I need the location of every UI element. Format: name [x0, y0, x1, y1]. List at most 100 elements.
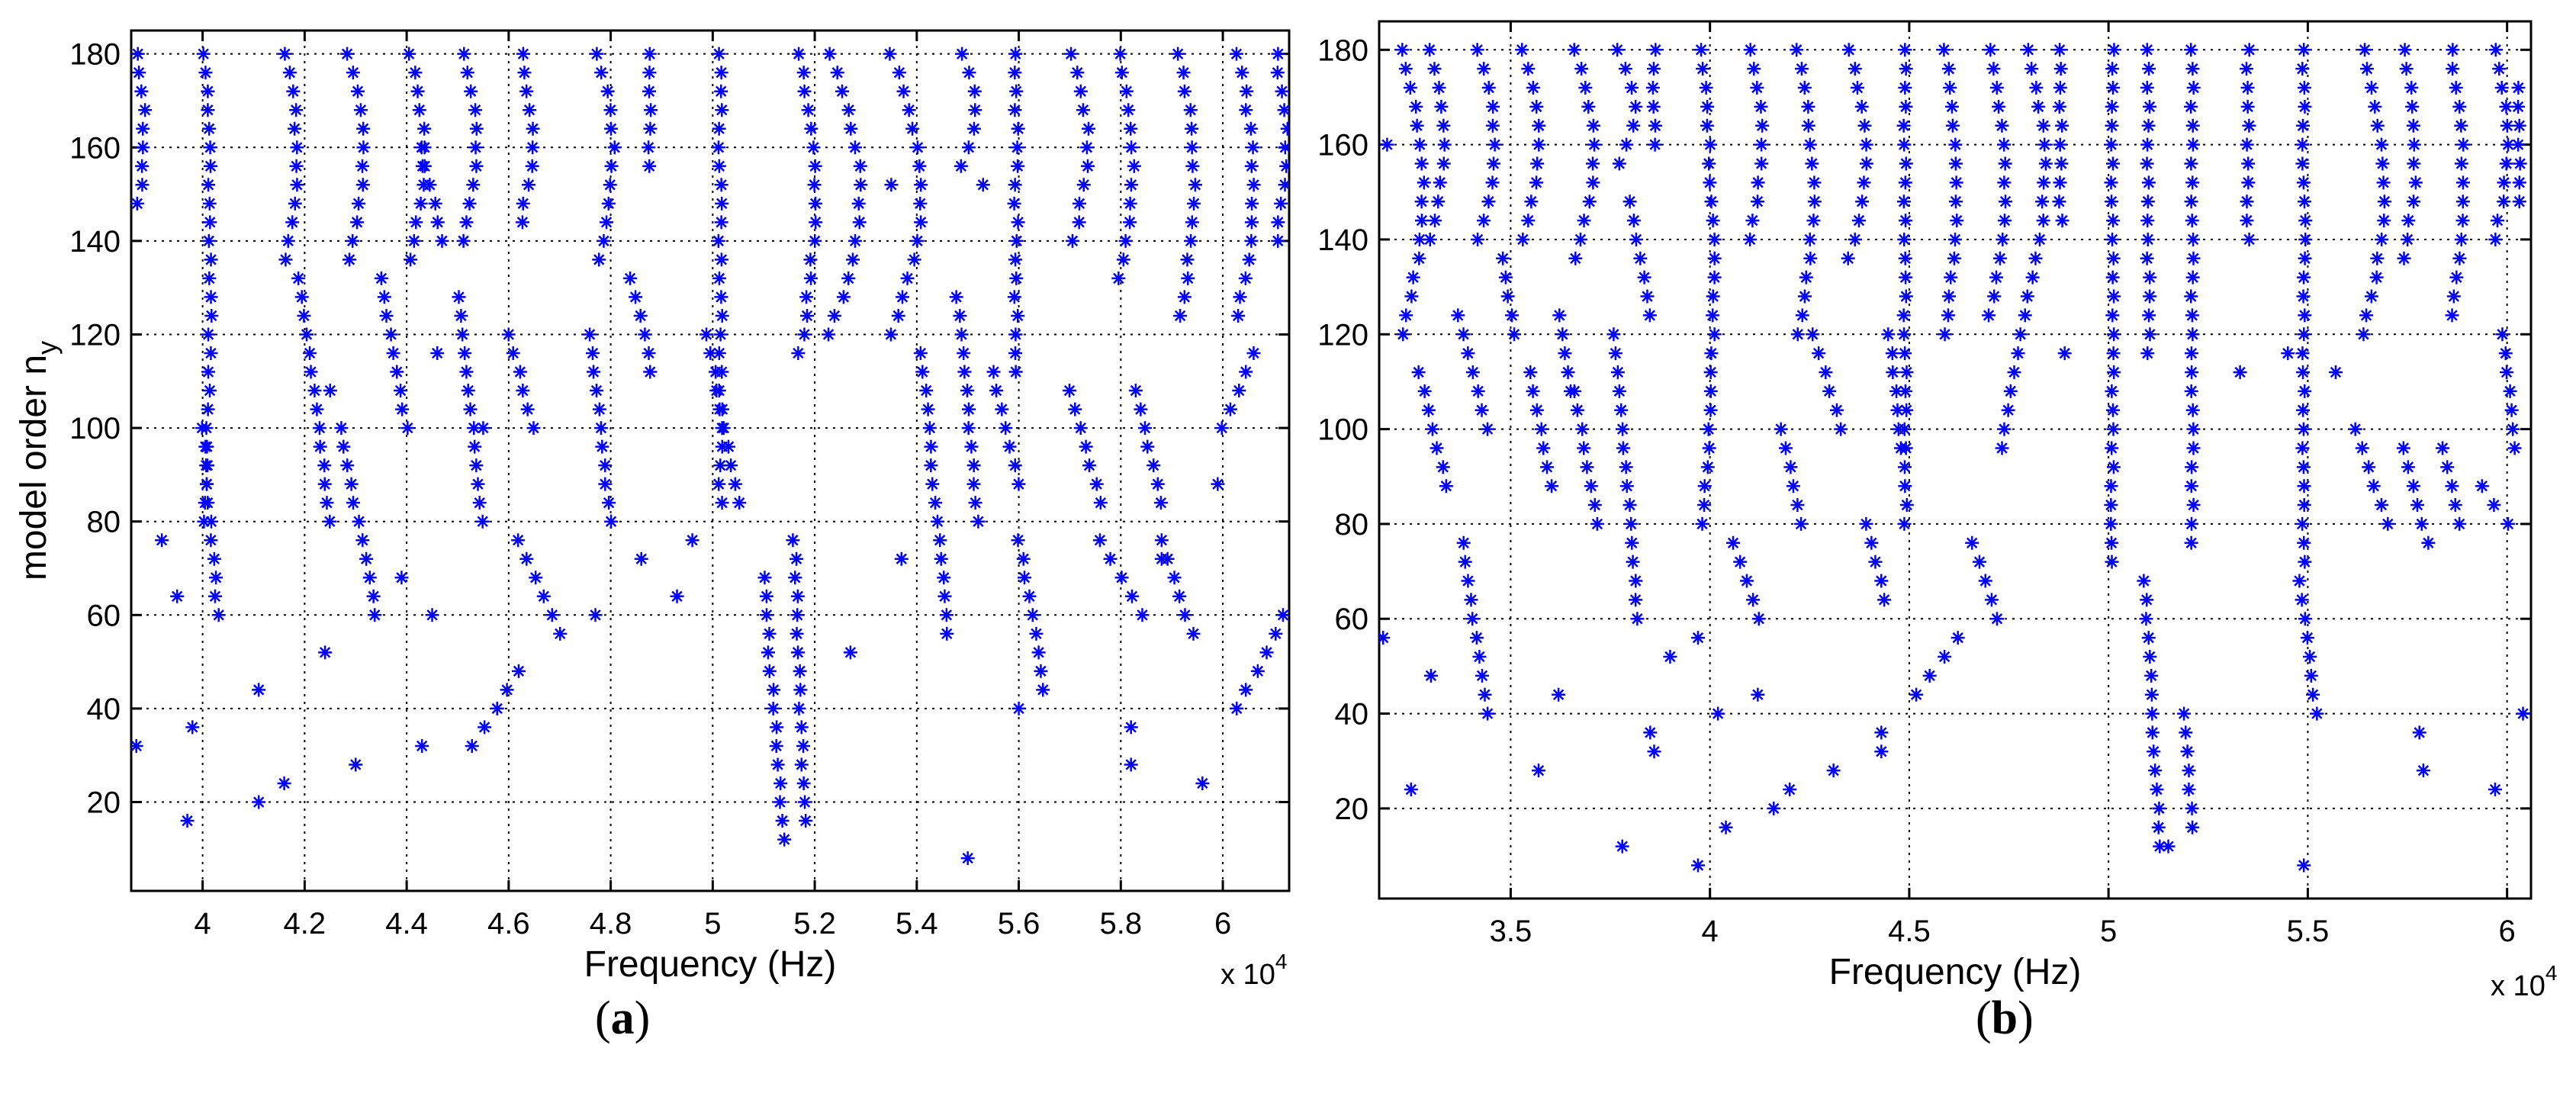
data-point	[847, 140, 862, 155]
data-point	[770, 757, 785, 772]
data-point	[390, 365, 404, 379]
data-point	[1897, 516, 1912, 531]
data-point	[1706, 289, 1720, 304]
data-point	[1573, 232, 1587, 246]
x-tick-label: 5	[2100, 915, 2117, 948]
data-point	[940, 626, 954, 641]
data-point	[2105, 535, 2119, 550]
data-point	[131, 196, 144, 211]
data-point	[2377, 195, 2391, 209]
data-point	[2298, 232, 2313, 246]
data-point	[1948, 137, 1963, 152]
data-point	[1950, 214, 1964, 228]
data-point	[1229, 47, 1243, 61]
data-point	[1648, 118, 1662, 133]
data-point	[953, 308, 967, 323]
data-point	[2454, 156, 2468, 171]
data-point	[1521, 214, 1536, 228]
data-point	[1529, 99, 1544, 114]
data-point	[506, 346, 520, 360]
data-point	[349, 757, 363, 772]
data-point	[356, 121, 371, 136]
data-point	[1008, 47, 1023, 61]
data-point	[394, 571, 409, 585]
data-point	[792, 701, 806, 715]
data-point	[2179, 725, 2193, 740]
data-point	[529, 571, 543, 585]
data-point	[456, 233, 471, 248]
data-point	[374, 271, 388, 285]
data-point	[2421, 535, 2436, 550]
data-point	[185, 720, 200, 735]
data-point	[1899, 498, 1914, 513]
data-point	[2404, 81, 2419, 95]
data-point	[1072, 215, 1086, 230]
data-point	[883, 327, 898, 342]
data-point	[1774, 422, 1788, 436]
data-point	[600, 84, 615, 98]
data-point	[455, 327, 470, 342]
data-point	[2449, 270, 2464, 285]
data-point	[1558, 346, 1572, 361]
data-point	[1629, 593, 1643, 607]
data-point	[841, 103, 856, 117]
data-point	[2104, 175, 2118, 190]
data-point	[807, 178, 822, 192]
data-point	[1011, 701, 1026, 715]
data-point	[197, 514, 211, 529]
data-point	[1640, 289, 1655, 304]
data-point	[281, 233, 295, 248]
data-point	[602, 496, 616, 510]
data-point	[1799, 270, 1813, 285]
data-point	[592, 402, 606, 416]
data-point	[793, 683, 808, 697]
data-point	[1805, 156, 1819, 171]
data-point	[2297, 858, 2311, 873]
data-point	[1947, 251, 1961, 265]
data-point	[2003, 384, 2018, 398]
data-point	[1754, 156, 1769, 171]
data-point	[1726, 535, 1740, 550]
data-point	[2455, 175, 2470, 190]
data-point	[461, 384, 475, 398]
data-point	[1898, 384, 1912, 398]
data-point	[2106, 346, 2121, 361]
data-point	[516, 384, 530, 398]
data-point	[1137, 421, 1152, 436]
data-point	[1244, 233, 1259, 248]
data-point	[352, 196, 366, 211]
data-point	[762, 664, 777, 678]
data-point	[2504, 403, 2519, 417]
data-point	[386, 346, 400, 360]
data-point	[2454, 118, 2468, 133]
data-point	[2185, 175, 2200, 190]
data-point	[2185, 118, 2200, 133]
data-point	[2240, 81, 2255, 95]
data-point	[201, 84, 215, 98]
data-point	[1395, 43, 1410, 57]
data-point	[1011, 159, 1025, 173]
data-point	[1177, 84, 1192, 98]
data-point	[2140, 43, 2154, 57]
data-point	[827, 308, 841, 323]
data-point	[1431, 195, 1446, 209]
data-point	[278, 47, 292, 61]
data-point	[1948, 195, 1963, 209]
data-point	[2052, 99, 2066, 114]
data-point	[1515, 43, 1529, 57]
data-point	[519, 551, 534, 566]
data-point	[2184, 156, 2198, 171]
data-point	[204, 514, 218, 529]
data-point	[1146, 458, 1161, 473]
data-point	[1185, 215, 1199, 230]
data-point	[2182, 783, 2196, 797]
data-point	[2297, 535, 2311, 550]
y-axis-label: model order ny	[14, 341, 63, 580]
data-point	[2497, 175, 2511, 190]
data-point	[585, 346, 600, 360]
data-point	[2296, 289, 2311, 304]
data-point	[1022, 589, 1037, 603]
data-point	[1790, 327, 1805, 342]
data-point	[597, 233, 611, 248]
data-point	[2104, 479, 2118, 494]
